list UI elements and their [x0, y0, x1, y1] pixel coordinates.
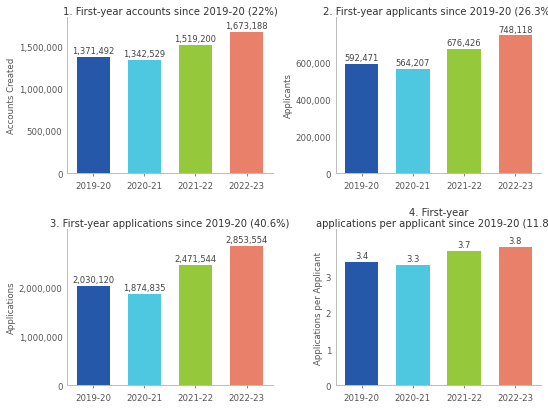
Text: 1,371,492: 1,371,492 [72, 47, 115, 56]
Bar [345, 65, 379, 174]
Y-axis label: Applications: Applications [7, 281, 16, 334]
Y-axis label: Applicants: Applicants [284, 73, 293, 118]
Bar [345, 262, 379, 385]
Text: 592,471: 592,471 [345, 54, 379, 63]
Title: 3. First-year applications since 2019-20 (40.6%): 3. First-year applications since 2019-20… [50, 218, 289, 229]
Bar [128, 61, 161, 174]
Text: 2,471,544: 2,471,544 [174, 254, 216, 263]
Bar [230, 33, 263, 174]
Title: 2. First-year applicants since 2019-20 (26.3%): 2. First-year applicants since 2019-20 (… [323, 7, 548, 17]
Text: 3.7: 3.7 [458, 240, 471, 249]
Bar [128, 294, 161, 385]
Text: 1,874,835: 1,874,835 [123, 283, 165, 292]
Text: 1,519,200: 1,519,200 [174, 35, 216, 44]
Y-axis label: Applications per Applicant: Applications per Applicant [314, 251, 323, 364]
Bar [179, 265, 212, 385]
Y-axis label: Accounts Created: Accounts Created [7, 58, 16, 134]
Title: 1. First-year accounts since 2019-20 (22%): 1. First-year accounts since 2019-20 (22… [62, 7, 277, 17]
Bar [77, 286, 110, 385]
Title: 4. First-year
applications per applicant since 2019-20 (11.8%): 4. First-year applications per applicant… [316, 207, 548, 229]
Bar [396, 266, 430, 385]
Text: 564,207: 564,207 [396, 59, 430, 68]
Bar [447, 251, 481, 385]
Bar [499, 247, 532, 385]
Text: 2,853,554: 2,853,554 [225, 236, 267, 245]
Text: 2,030,120: 2,030,120 [72, 276, 115, 285]
Bar [499, 36, 532, 174]
Bar [230, 246, 263, 385]
Bar [77, 58, 110, 174]
Text: 1,342,529: 1,342,529 [123, 49, 165, 58]
Bar [447, 49, 481, 174]
Bar [179, 45, 212, 174]
Text: 1,673,188: 1,673,188 [225, 22, 268, 31]
Text: 3.4: 3.4 [355, 251, 368, 260]
Text: 3.3: 3.3 [406, 255, 420, 264]
Text: 3.8: 3.8 [509, 237, 522, 246]
Bar [396, 70, 430, 174]
Text: 748,118: 748,118 [498, 25, 532, 34]
Text: 676,426: 676,426 [447, 39, 481, 48]
